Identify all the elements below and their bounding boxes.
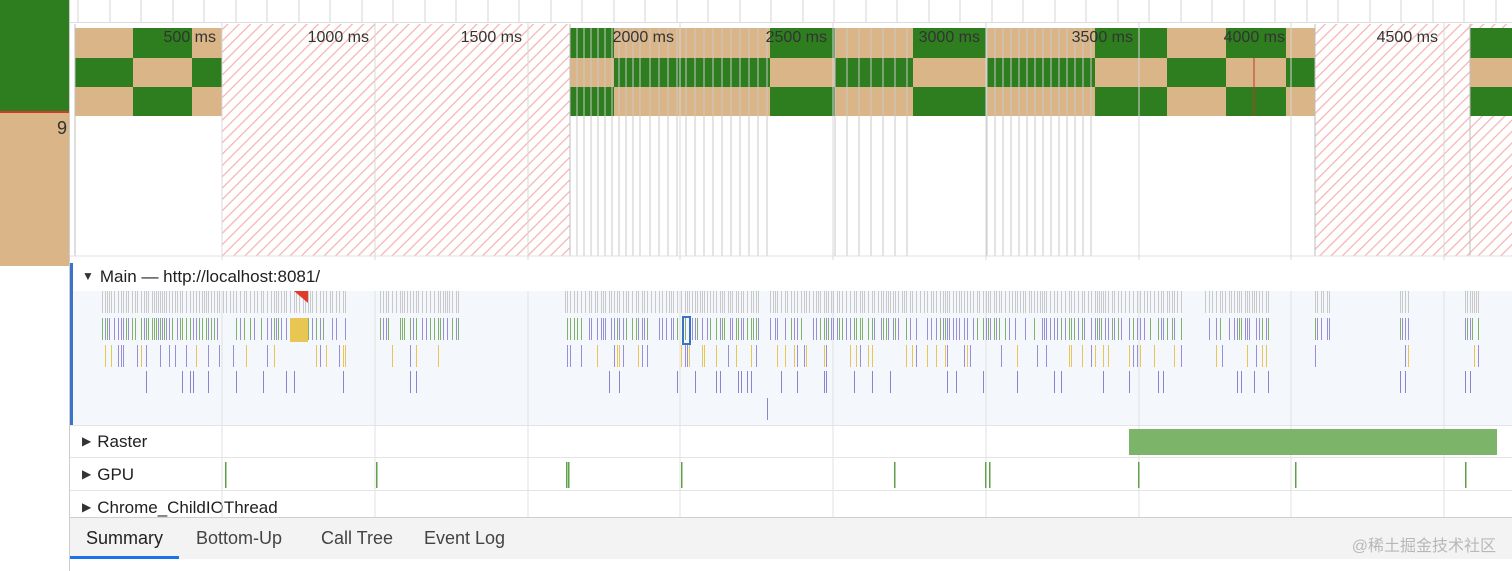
- performance-timeline[interactable]: 500 ms 1000 ms 1500 ms 2000 ms 2500 ms 3000 m…: [69, 0, 1512, 571]
- time-tick-label: 4000 ms: [1224, 29, 1285, 46]
- left-frame-tan-block: [0, 113, 69, 266]
- gpu-track[interactable]: ▶ GPU: [70, 458, 1512, 491]
- tab-event-log[interactable]: Event Log: [424, 528, 506, 548]
- childio-title[interactable]: ▶ Chrome_ChildIOThread: [82, 498, 278, 518]
- time-tick-label: 3500 ms: [1072, 29, 1133, 46]
- selected-event-box[interactable]: [682, 316, 691, 345]
- raster-title[interactable]: ▶ Raster: [82, 432, 147, 452]
- main-thread-label: Main — http://localhost:8081/: [99, 267, 321, 286]
- tab-summary[interactable]: Summary: [70, 518, 180, 559]
- time-tick-label: 3000 ms: [919, 29, 980, 46]
- main-flame-chart[interactable]: [70, 291, 1512, 425]
- left-frame-column: 9: [0, 0, 69, 571]
- watermark: @稀土掘金技术社区: [1351, 538, 1496, 555]
- time-tick-label: 2000 ms: [613, 29, 674, 46]
- raster-track[interactable]: ▶ Raster: [70, 425, 1512, 458]
- childio-label: Chrome_ChildIOThread: [97, 498, 278, 517]
- time-tick-label: 1000 ms: [308, 29, 369, 46]
- time-tick-label: 500 ms: [164, 29, 216, 46]
- raster-label: Raster: [97, 432, 148, 451]
- details-panel-content: [70, 559, 1512, 571]
- time-tick-label: 2500 ms: [766, 29, 827, 46]
- main-track-selection-bar: [70, 263, 73, 425]
- time-tick-label: 4500 ms: [1377, 29, 1438, 46]
- gpu-label: GPU: [97, 465, 135, 484]
- gpu-title[interactable]: ▶ GPU: [82, 465, 134, 485]
- left-frame-count: 9: [56, 118, 67, 138]
- raster-task-bar[interactable]: [1129, 429, 1497, 455]
- frames-overview-canvas[interactable]: 500 ms 1000 ms 1500 ms 2000 ms 2500 ms 3000 m…: [70, 0, 1512, 260]
- top-tick-strip: [70, 0, 1512, 23]
- left-frame-green-block: [0, 0, 69, 111]
- left-frame-red-line: [0, 111, 69, 113]
- childio-track[interactable]: ▶ Chrome_ChildIOThread: [70, 491, 1512, 517]
- main-thread-track[interactable]: ▼ Main — http://localhost:8081/: [70, 260, 1512, 426]
- main-thread-title[interactable]: ▼ Main — http://localhost:8081/: [82, 267, 320, 287]
- frames-overview[interactable]: 500 ms 1000 ms 1500 ms 2000 ms 2500 ms 3000 m…: [70, 0, 1512, 260]
- expand-triangle-down-icon[interactable]: ▼: [82, 269, 94, 283]
- expand-triangle-right-icon[interactable]: ▶: [82, 434, 92, 448]
- details-tab-bar: Summary Bottom-Up Call Tree Event Log: [70, 517, 1512, 561]
- thread-tracks[interactable]: ▼ Main — http://localhost:8081/ ▶ Raster ▶…: [70, 260, 1512, 517]
- tab-bottom-up[interactable]: Bottom-Up: [196, 528, 283, 548]
- expand-triangle-right-icon[interactable]: ▶: [82, 467, 92, 481]
- expand-triangle-right-icon[interactable]: ▶: [82, 500, 92, 514]
- tab-call-tree[interactable]: Call Tree: [321, 528, 394, 548]
- time-tick-label: 1500 ms: [461, 29, 522, 46]
